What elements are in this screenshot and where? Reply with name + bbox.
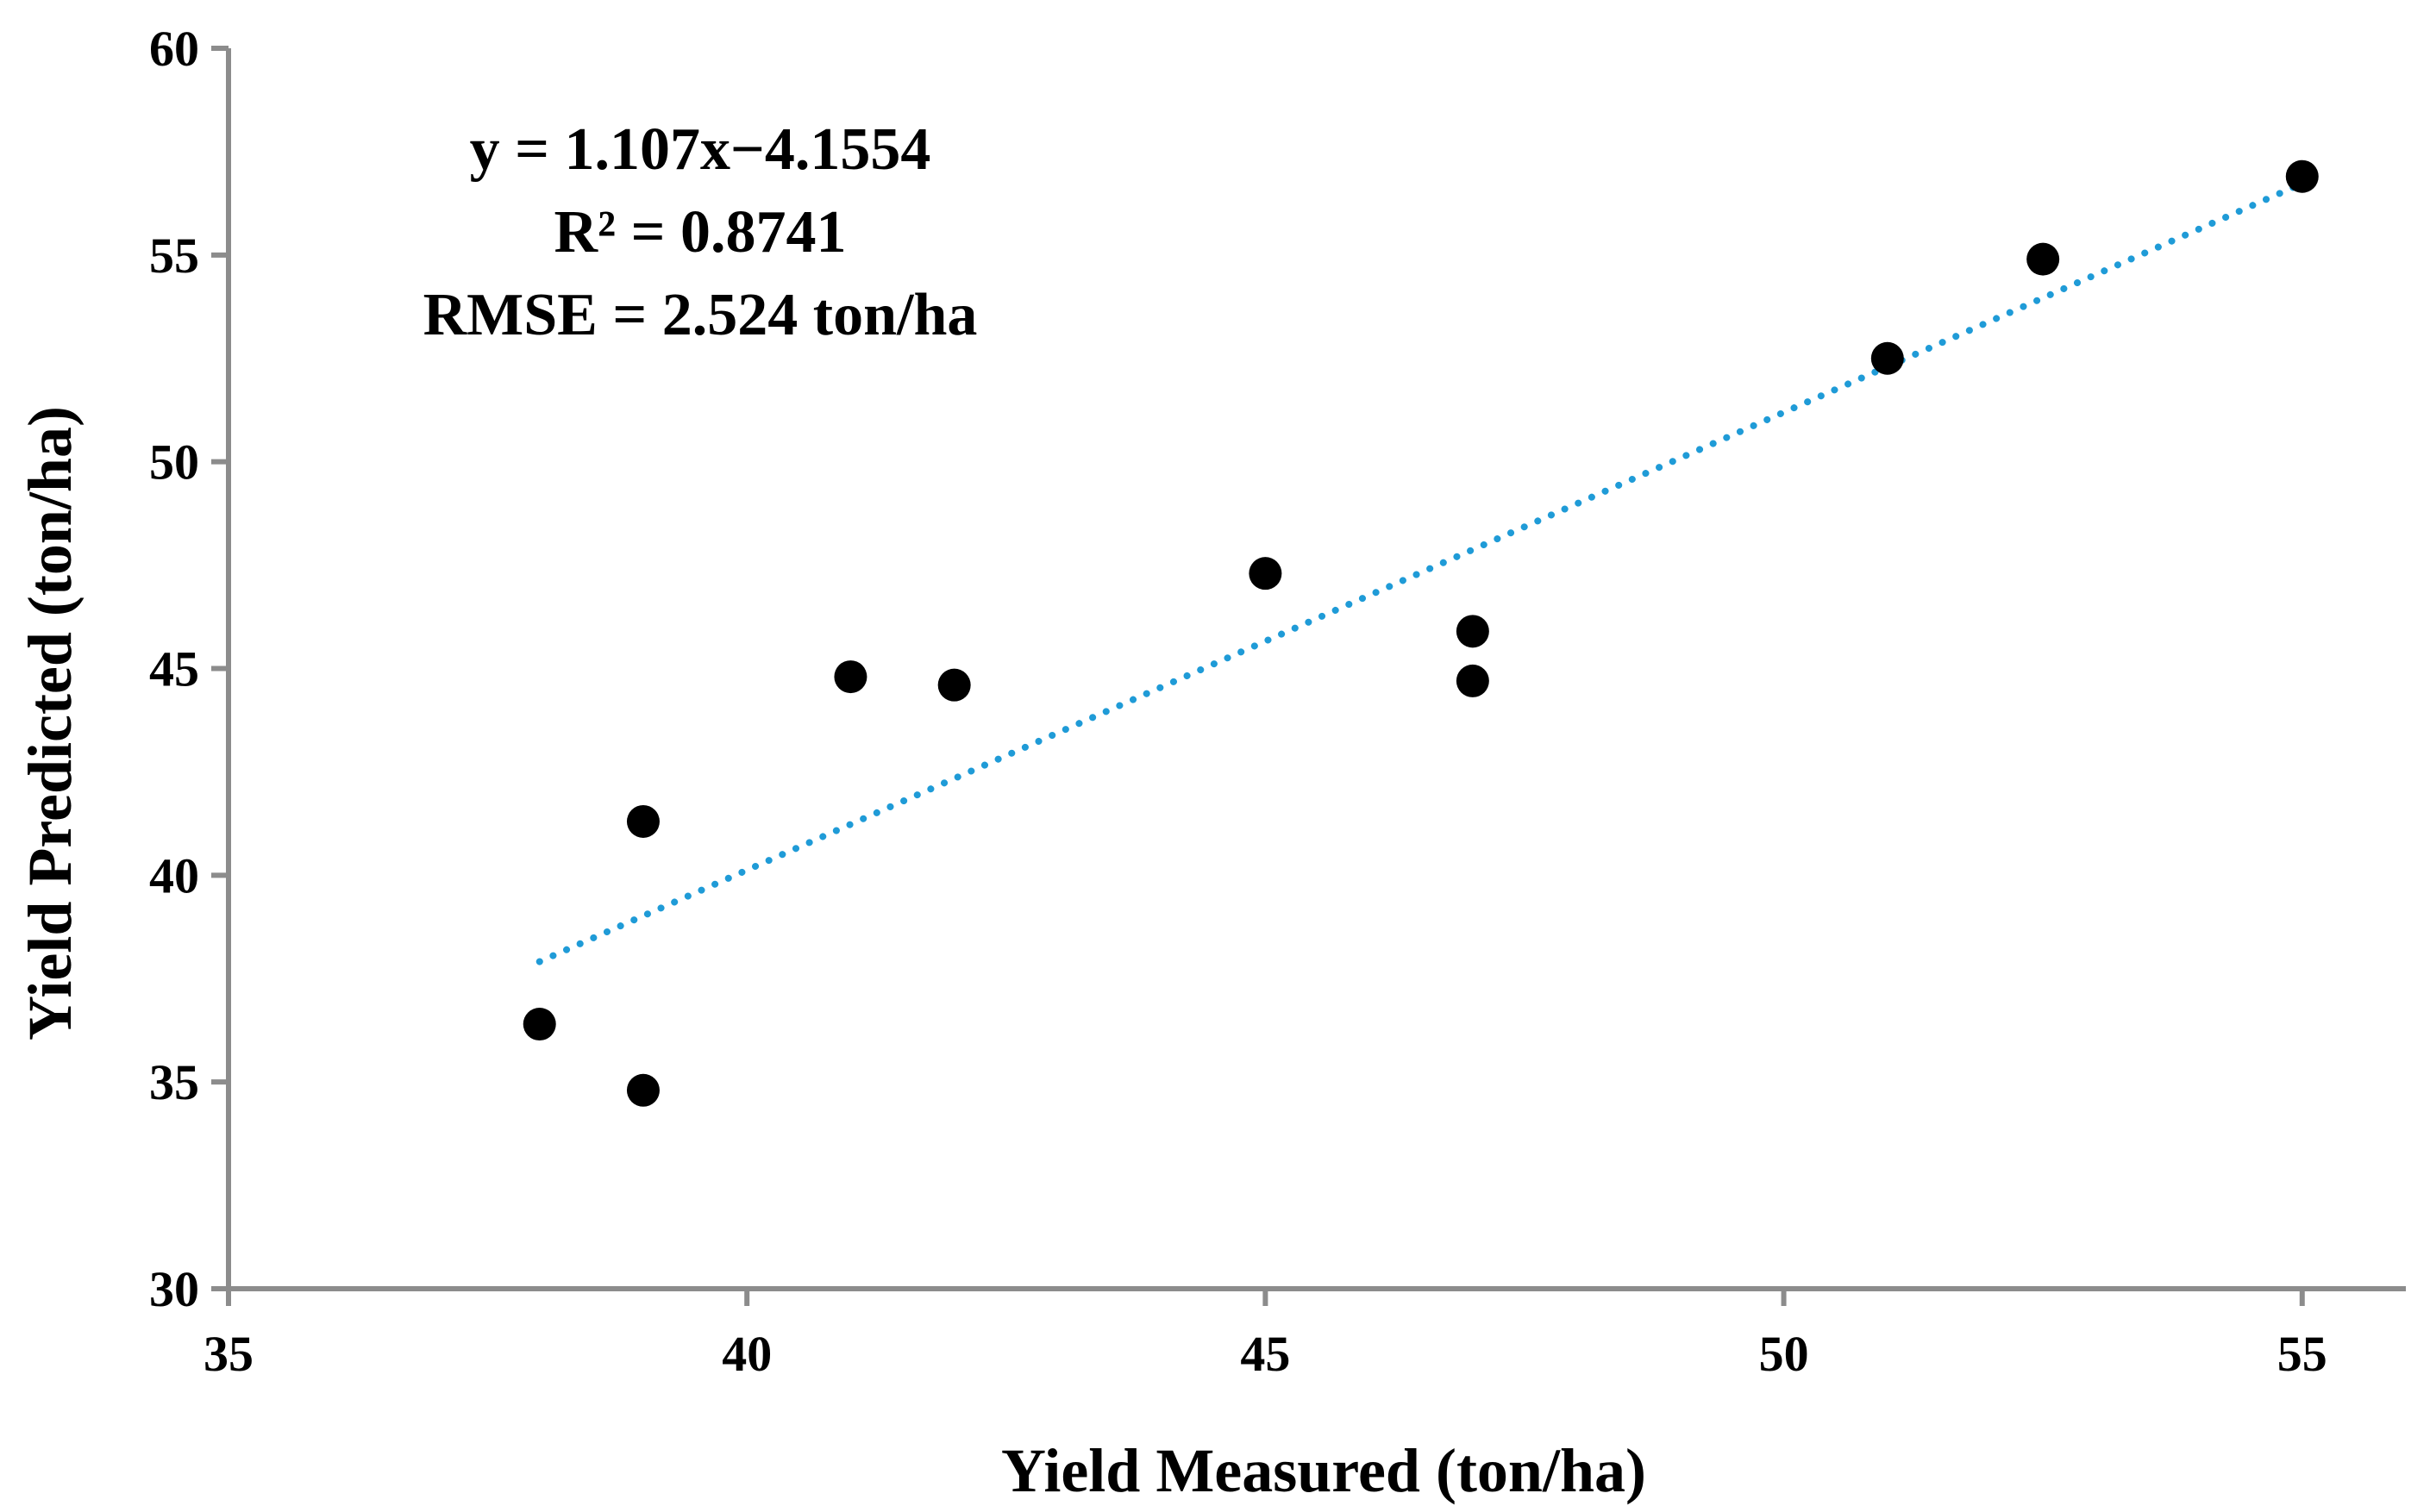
- y-tick-label: 35: [149, 1054, 199, 1110]
- axis-ticks: [211, 46, 2305, 1306]
- data-point: [626, 1073, 660, 1107]
- y-tick-label: 45: [149, 641, 199, 697]
- x-tick-label: 50: [1759, 1326, 1809, 1382]
- y-tick-label: 30: [149, 1261, 199, 1317]
- r-squared-annotation: R² = 0.8741: [554, 199, 847, 266]
- data-point: [523, 1008, 556, 1041]
- trendline: [535, 179, 2306, 965]
- x-tick-label: 35: [204, 1326, 254, 1382]
- data-point: [626, 804, 660, 838]
- x-axis-title: Yield Measured (ton/ha): [1001, 1436, 1646, 1505]
- equation-annotation: y = 1.107x−4.1554: [470, 116, 931, 183]
- y-axis-title: Yield Predicted (ton/ha): [16, 406, 85, 1040]
- x-tick-label: 45: [1240, 1326, 1290, 1382]
- data-points: [523, 159, 2319, 1107]
- x-tick-label: 55: [2277, 1326, 2327, 1382]
- data-point: [2026, 242, 2060, 276]
- x-tick-label: 40: [722, 1326, 772, 1382]
- data-point: [834, 660, 867, 694]
- data-point: [1456, 615, 1489, 648]
- data-point: [1456, 664, 1489, 697]
- y-tick-label: 40: [149, 847, 199, 903]
- y-tick-label: 50: [149, 434, 199, 490]
- data-point: [2285, 159, 2319, 193]
- rmse-annotation: RMSE = 2.524 ton/ha: [423, 282, 978, 348]
- data-point: [1870, 341, 1904, 375]
- y-tick-label: 55: [149, 228, 199, 284]
- data-point: [937, 668, 971, 702]
- data-point: [1249, 557, 1282, 590]
- trendline-group: [535, 179, 2306, 965]
- y-tick-label: 60: [149, 21, 199, 77]
